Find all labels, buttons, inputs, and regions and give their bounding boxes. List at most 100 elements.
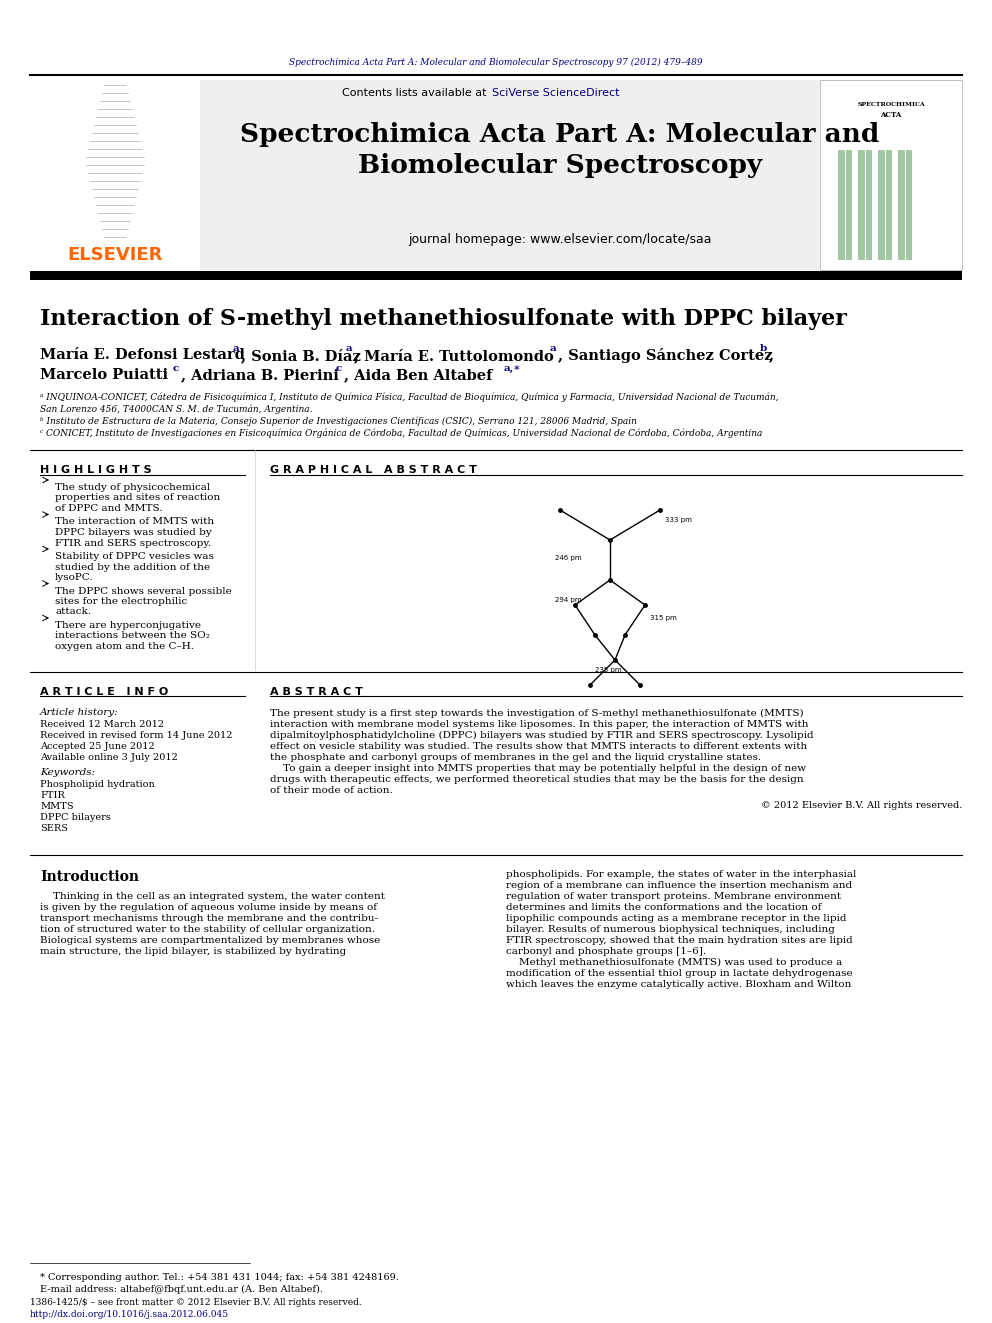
Text: ACTA: ACTA bbox=[880, 111, 902, 119]
Text: journal homepage: www.elsevier.com/locate/saa: journal homepage: www.elsevier.com/locat… bbox=[409, 233, 711, 246]
Text: G R A P H I C A L   A B S T R A C T: G R A P H I C A L A B S T R A C T bbox=[270, 464, 477, 475]
Text: which leaves the enzyme catalytically active. Bloxham and Wilton: which leaves the enzyme catalytically ac… bbox=[506, 980, 851, 990]
Text: drugs with therapeutic effects, we performed theoretical studies that may be the: drugs with therapeutic effects, we perfo… bbox=[270, 775, 804, 785]
Text: Introduction: Introduction bbox=[40, 871, 139, 884]
Text: FTIR: FTIR bbox=[40, 791, 64, 800]
Text: studied by the addition of the: studied by the addition of the bbox=[55, 562, 210, 572]
Text: San Lorenzo 456, T4000CAN S. M. de Tucumán, Argentina.: San Lorenzo 456, T4000CAN S. M. de Tucum… bbox=[40, 405, 312, 414]
Text: transport mechanisms through the membrane and the contribu-: transport mechanisms through the membran… bbox=[40, 914, 378, 923]
Text: c: c bbox=[336, 364, 342, 373]
Text: b: b bbox=[760, 344, 767, 353]
Text: , María E. Tuttolomondo: , María E. Tuttolomondo bbox=[354, 348, 554, 363]
Text: the phosphate and carbonyl groups of membranes in the gel and the liquid crystal: the phosphate and carbonyl groups of mem… bbox=[270, 753, 761, 762]
Text: region of a membrane can influence the insertion mechanism and: region of a membrane can influence the i… bbox=[506, 881, 852, 890]
Text: http://dx.doi.org/10.1016/j.saa.2012.06.045: http://dx.doi.org/10.1016/j.saa.2012.06.… bbox=[30, 1310, 229, 1319]
Text: a: a bbox=[550, 344, 557, 353]
Bar bbox=[30, 79, 962, 270]
Text: lysoPC.: lysoPC. bbox=[55, 573, 93, 582]
Text: ELSEVIER: ELSEVIER bbox=[67, 246, 163, 265]
Text: is given by the regulation of aqueous volume inside by means of: is given by the regulation of aqueous vo… bbox=[40, 904, 377, 912]
Text: main structure, the lipid bilayer, is stabilized by hydrating: main structure, the lipid bilayer, is st… bbox=[40, 947, 346, 957]
Text: properties and sites of reaction: properties and sites of reaction bbox=[55, 493, 220, 503]
Text: , Aida Ben Altabef: , Aida Ben Altabef bbox=[344, 368, 492, 382]
Text: c: c bbox=[173, 364, 180, 373]
Text: , Sonia B. Díaz: , Sonia B. Díaz bbox=[241, 348, 361, 363]
Text: a,∗: a,∗ bbox=[504, 364, 522, 373]
Text: A R T I C L E   I N F O: A R T I C L E I N F O bbox=[40, 687, 169, 697]
Text: Accepted 25 June 2012: Accepted 25 June 2012 bbox=[40, 742, 155, 751]
Text: SciVerse ScienceDirect: SciVerse ScienceDirect bbox=[492, 89, 619, 98]
Text: Received 12 March 2012: Received 12 March 2012 bbox=[40, 720, 164, 729]
Text: Biological systems are compartmentalized by membranes whose: Biological systems are compartmentalized… bbox=[40, 935, 380, 945]
Text: interactions between the SO₂: interactions between the SO₂ bbox=[55, 631, 210, 640]
Bar bbox=[30, 79, 200, 270]
Text: ,: , bbox=[769, 348, 774, 363]
Text: sites for the electrophilic: sites for the electrophilic bbox=[55, 597, 187, 606]
Text: of DPPC and MMTS.: of DPPC and MMTS. bbox=[55, 504, 163, 513]
Text: attack.: attack. bbox=[55, 607, 91, 617]
Bar bbox=[30, 271, 962, 280]
Text: 333 pm: 333 pm bbox=[665, 517, 691, 523]
Text: A B S T R A C T: A B S T R A C T bbox=[270, 687, 363, 697]
Text: 1386-1425/$ – see front matter © 2012 Elsevier B.V. All rights reserved.: 1386-1425/$ – see front matter © 2012 El… bbox=[30, 1298, 362, 1307]
Text: 294 pm: 294 pm bbox=[555, 597, 581, 603]
Text: © 2012 Elsevier B.V. All rights reserved.: © 2012 Elsevier B.V. All rights reserved… bbox=[761, 800, 962, 810]
Text: 315 pm: 315 pm bbox=[650, 615, 677, 620]
Text: Spectrochimica Acta Part A: Molecular and
Biomolecular Spectroscopy: Spectrochimica Acta Part A: Molecular an… bbox=[240, 122, 880, 179]
Text: DPPC bilayers was studied by: DPPC bilayers was studied by bbox=[55, 528, 211, 537]
Text: of their mode of action.: of their mode of action. bbox=[270, 786, 393, 795]
Text: Spectrochimica Acta Part A: Molecular and Biomolecular Spectroscopy 97 (2012) 47: Spectrochimica Acta Part A: Molecular an… bbox=[290, 57, 702, 66]
Text: Contents lists available at: Contents lists available at bbox=[342, 89, 490, 98]
Text: ᶜ CONICET, Instituto de Investigaciones en Fisicoquímica Orgánica de Córdoba, Fa: ᶜ CONICET, Instituto de Investigaciones … bbox=[40, 429, 763, 438]
Bar bbox=[898, 149, 912, 261]
Text: phospholipids. For example, the states of water in the interphasial: phospholipids. For example, the states o… bbox=[506, 871, 856, 878]
Text: Stability of DPPC vesicles was: Stability of DPPC vesicles was bbox=[55, 552, 214, 561]
Text: Marcelo Puiatti: Marcelo Puiatti bbox=[40, 368, 168, 382]
Text: 235 pm: 235 pm bbox=[595, 667, 622, 673]
Text: ᵃ INQUINOA-CONICET, Cátedra de Fisicoquímica I, Instituto de Química Física, Fac: ᵃ INQUINOA-CONICET, Cátedra de Fisicoquí… bbox=[40, 393, 779, 402]
Text: SERS: SERS bbox=[40, 824, 68, 833]
Text: oxygen atom and the C–H.: oxygen atom and the C–H. bbox=[55, 642, 194, 651]
Text: * Corresponding author. Tel.: +54 381 431 1044; fax: +54 381 4248169.: * Corresponding author. Tel.: +54 381 43… bbox=[40, 1273, 399, 1282]
Text: The study of physicochemical: The study of physicochemical bbox=[55, 483, 210, 492]
Text: Interaction of S-methyl methanethiosulfonate with DPPC bilayer: Interaction of S-methyl methanethiosulfo… bbox=[40, 308, 847, 329]
Text: DPPC bilayers: DPPC bilayers bbox=[40, 814, 111, 822]
Text: determines and limits the conformations and the location of: determines and limits the conformations … bbox=[506, 904, 821, 912]
Text: ᵇ Instituto de Estructura de la Materia, Consejo Superior de Investigaciones Cie: ᵇ Instituto de Estructura de la Materia,… bbox=[40, 417, 637, 426]
Text: There are hyperconjugative: There are hyperconjugative bbox=[55, 620, 201, 630]
Text: The DPPC shows several possible: The DPPC shows several possible bbox=[55, 586, 232, 595]
Text: Received in revised form 14 June 2012: Received in revised form 14 June 2012 bbox=[40, 732, 232, 740]
Text: carbonyl and phosphate groups [1–6].: carbonyl and phosphate groups [1–6]. bbox=[506, 947, 706, 957]
Text: effect on vesicle stability was studied. The results show that MMTS interacts to: effect on vesicle stability was studied.… bbox=[270, 742, 807, 751]
Bar bbox=[858, 149, 872, 261]
Text: The present study is a first step towards the investigation of S-methyl methanet: The present study is a first step toward… bbox=[270, 709, 804, 718]
Text: SPECTROCHIMICA: SPECTROCHIMICA bbox=[857, 102, 925, 107]
Text: , Adriana B. Pierini: , Adriana B. Pierini bbox=[181, 368, 339, 382]
Text: FTIR and SERS spectroscopy.: FTIR and SERS spectroscopy. bbox=[55, 538, 211, 548]
Text: MMTS: MMTS bbox=[40, 802, 73, 811]
Text: E-mail address: altabef@fbqf.unt.edu.ar (A. Ben Altabef).: E-mail address: altabef@fbqf.unt.edu.ar … bbox=[40, 1285, 323, 1294]
Text: The interaction of MMTS with: The interaction of MMTS with bbox=[55, 517, 214, 527]
Bar bbox=[838, 149, 852, 261]
Text: FTIR spectroscopy, showed that the main hydration sites are lipid: FTIR spectroscopy, showed that the main … bbox=[506, 935, 853, 945]
Text: To gain a deeper insight into MMTS properties that may be potentially helpful in: To gain a deeper insight into MMTS prope… bbox=[270, 763, 806, 773]
Text: Phospholipid hydration: Phospholipid hydration bbox=[40, 781, 155, 789]
Text: María E. Defonsi Lestard: María E. Defonsi Lestard bbox=[40, 348, 245, 363]
Text: interaction with membrane model systems like liposomes. In this paper, the inter: interaction with membrane model systems … bbox=[270, 720, 808, 729]
Text: a: a bbox=[346, 344, 352, 353]
Text: , Santiago Sánchez Cortez: , Santiago Sánchez Cortez bbox=[558, 348, 773, 363]
Text: 246 pm: 246 pm bbox=[555, 556, 581, 561]
Text: Keywords:: Keywords: bbox=[40, 767, 95, 777]
Text: H I G H L I G H T S: H I G H L I G H T S bbox=[40, 464, 152, 475]
Bar bbox=[820, 79, 962, 270]
Text: modification of the essential thiol group in lactate dehydrogenase: modification of the essential thiol grou… bbox=[506, 968, 853, 978]
Bar bbox=[878, 149, 892, 261]
Text: tion of structured water to the stability of cellular organization.: tion of structured water to the stabilit… bbox=[40, 925, 375, 934]
Text: Available online 3 July 2012: Available online 3 July 2012 bbox=[40, 753, 178, 762]
Text: Article history:: Article history: bbox=[40, 708, 119, 717]
Text: a: a bbox=[233, 344, 240, 353]
Text: Methyl methanethiosulfonate (MMTS) was used to produce a: Methyl methanethiosulfonate (MMTS) was u… bbox=[506, 958, 842, 967]
Text: dipalmitoylphosphatidylcholine (DPPC) bilayers was studied by FTIR and SERS spec: dipalmitoylphosphatidylcholine (DPPC) bi… bbox=[270, 732, 813, 740]
Text: Thinking in the cell as an integrated system, the water content: Thinking in the cell as an integrated sy… bbox=[40, 892, 385, 901]
Text: regulation of water transport proteins. Membrane environment: regulation of water transport proteins. … bbox=[506, 892, 841, 901]
